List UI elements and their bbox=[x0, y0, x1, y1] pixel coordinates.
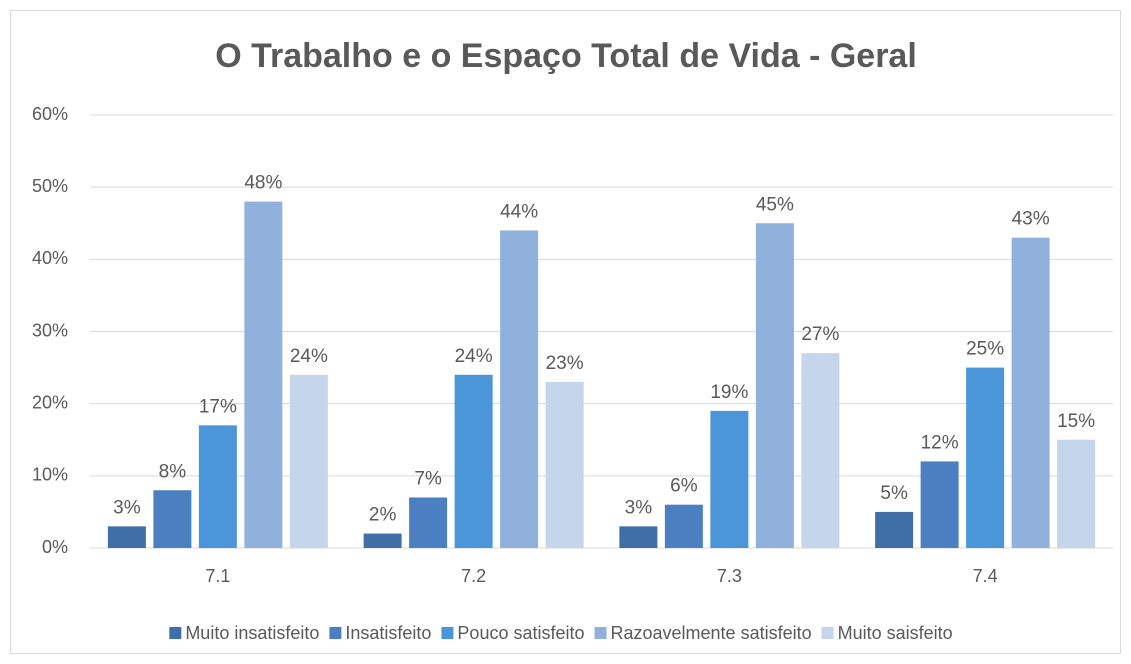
data-label: 44% bbox=[500, 201, 538, 222]
data-label: 3% bbox=[625, 497, 653, 518]
bar bbox=[755, 223, 794, 548]
data-label: 7% bbox=[414, 468, 442, 489]
bar bbox=[198, 425, 237, 548]
bar bbox=[409, 497, 448, 548]
legend-swatch bbox=[329, 627, 342, 639]
legend-swatch bbox=[169, 627, 182, 639]
bar bbox=[1057, 439, 1096, 548]
bar bbox=[920, 461, 959, 548]
data-label: 2% bbox=[369, 505, 397, 526]
data-label: 24% bbox=[455, 346, 493, 367]
bar bbox=[107, 526, 146, 548]
data-label: 12% bbox=[921, 432, 959, 453]
data-label: 43% bbox=[1012, 209, 1050, 230]
legend-label: Muito insatisfeito bbox=[185, 623, 319, 643]
data-label: 17% bbox=[199, 396, 237, 417]
y-tick-label: 40% bbox=[32, 248, 68, 268]
y-tick-label: 30% bbox=[32, 320, 68, 340]
data-label: 8% bbox=[159, 461, 187, 482]
data-label: 23% bbox=[546, 353, 584, 374]
data-label: 48% bbox=[244, 173, 282, 194]
legend-swatch bbox=[594, 627, 607, 639]
bar bbox=[454, 374, 493, 548]
bar bbox=[801, 353, 840, 548]
y-tick-label: 20% bbox=[32, 392, 68, 412]
data-label: 5% bbox=[880, 483, 908, 504]
bar bbox=[710, 410, 749, 548]
bar bbox=[619, 526, 658, 548]
legend-label: Razoavelmente satisfeito bbox=[611, 623, 812, 643]
bar bbox=[875, 511, 914, 548]
data-label: 15% bbox=[1057, 411, 1095, 432]
x-tick-label: 7.2 bbox=[461, 566, 486, 586]
bar bbox=[244, 201, 283, 548]
bar bbox=[363, 533, 402, 548]
bar bbox=[500, 230, 539, 548]
data-label: 24% bbox=[290, 346, 328, 367]
data-label: 19% bbox=[710, 382, 748, 403]
data-label: 6% bbox=[670, 476, 698, 497]
legend-swatch bbox=[821, 627, 834, 639]
y-tick-label: 50% bbox=[32, 176, 68, 196]
data-label: 3% bbox=[113, 497, 141, 518]
bar bbox=[545, 382, 584, 548]
bar bbox=[1011, 237, 1050, 548]
legend-label: Muito saisfeito bbox=[838, 623, 953, 643]
y-tick-label: 60% bbox=[32, 104, 68, 124]
bar bbox=[153, 490, 192, 548]
bar bbox=[664, 504, 703, 548]
data-label: 45% bbox=[756, 194, 794, 215]
x-tick-label: 7.3 bbox=[717, 566, 742, 586]
legend-label: Insatisfeito bbox=[345, 623, 431, 643]
bar bbox=[289, 374, 328, 548]
chart-title: O Trabalho e o Espaço Total de Vida - Ge… bbox=[215, 37, 917, 75]
x-tick-label: 7.4 bbox=[973, 566, 998, 586]
data-label: 27% bbox=[801, 324, 839, 345]
x-tick-label: 7.1 bbox=[205, 566, 230, 586]
legend-label: Pouco satisfeito bbox=[457, 623, 584, 643]
y-tick-label: 10% bbox=[32, 465, 68, 485]
bar bbox=[966, 367, 1005, 548]
y-tick-label: 0% bbox=[42, 537, 68, 557]
legend-swatch bbox=[441, 627, 454, 639]
data-label: 25% bbox=[966, 339, 1004, 360]
